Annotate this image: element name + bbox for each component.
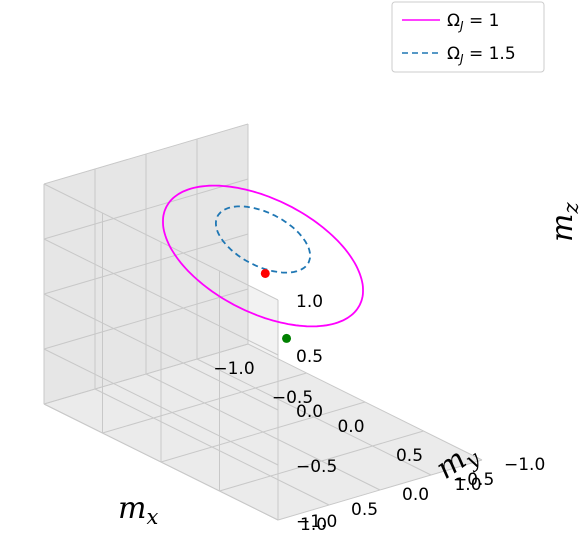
- green-point-marker: [282, 333, 292, 343]
- grid-floor-x-3: [219, 430, 424, 492]
- series-line-0: [162, 184, 364, 328]
- grid-back-z-3: [43, 238, 279, 356]
- grid-floor-y-3: [94, 388, 330, 506]
- series-line-1: [214, 205, 312, 274]
- x-tick-label-2: 0.0: [337, 417, 364, 437]
- grid-left-z-2: [43, 233, 249, 295]
- grid-left-z-4: [43, 123, 249, 185]
- y-tick-label-1: −0.5: [453, 470, 494, 490]
- y-tick-label-2: 0.0: [402, 485, 429, 505]
- x-axis-label: mx: [118, 491, 158, 529]
- legend-label-0: ΩJ = 1: [447, 11, 499, 33]
- z-tick-label-4: 1.0: [296, 292, 323, 312]
- y-tick-label-0: −1.0: [504, 455, 545, 475]
- grid-back-z-4: [43, 183, 279, 301]
- z-tick-label-0: −1.0: [296, 512, 337, 532]
- grid-lines: [43, 123, 483, 521]
- grid-left-z-3: [43, 178, 249, 240]
- legend: ΩJ = 1 ΩJ = 1.5: [391, 1, 545, 73]
- legend-label-1: ΩJ = 1.5: [447, 44, 516, 66]
- series-layer: [162, 184, 364, 343]
- grid-floor-x-4: [277, 459, 483, 521]
- x-tick-label-3: 0.5: [396, 446, 423, 466]
- y-tick-label-4: 1.0: [300, 515, 327, 535]
- y-tick-label-3: 0.5: [351, 500, 378, 520]
- z-tick-label-1: −0.5: [296, 457, 337, 477]
- x-tick-label-1: −0.5: [272, 388, 313, 408]
- grid-floor-y-4: [43, 403, 279, 521]
- grid-floor-y-2: [145, 373, 381, 491]
- grid-back-z-2: [43, 293, 279, 411]
- x-tick-label-4: 1.0: [454, 475, 481, 495]
- z-tick-label-3: 0.5: [296, 347, 323, 367]
- x-tick-label-0: −1.0: [213, 359, 254, 379]
- z-tick-label-2: 0.0: [296, 402, 323, 422]
- tick-labels: −1.0−0.50.00.51.0−1.0−0.50.00.51.0−1.0−0…: [213, 292, 545, 535]
- initial-point-marker: [260, 268, 270, 278]
- z-axis-label: mz: [545, 202, 581, 242]
